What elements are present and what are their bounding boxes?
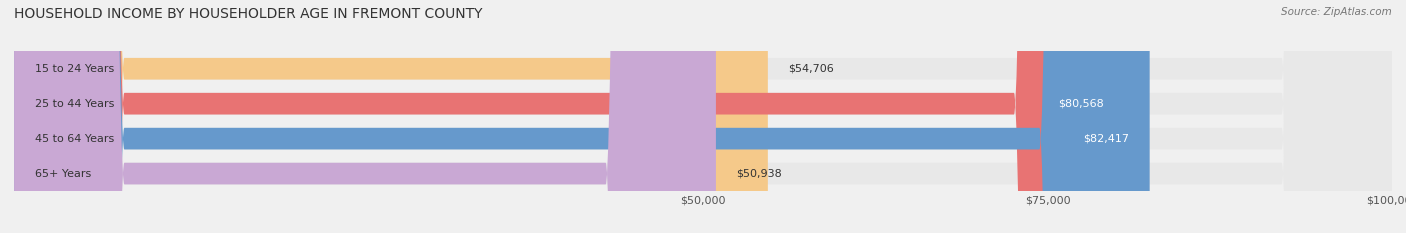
FancyBboxPatch shape [14, 0, 1392, 233]
FancyBboxPatch shape [14, 0, 1392, 233]
FancyBboxPatch shape [14, 0, 1125, 233]
FancyBboxPatch shape [14, 0, 1392, 233]
Text: $80,568: $80,568 [1057, 99, 1104, 109]
FancyBboxPatch shape [14, 0, 1150, 233]
FancyBboxPatch shape [14, 0, 716, 233]
Text: 65+ Years: 65+ Years [35, 169, 91, 178]
Text: 45 to 64 Years: 45 to 64 Years [35, 134, 114, 144]
FancyBboxPatch shape [14, 0, 768, 233]
Text: HOUSEHOLD INCOME BY HOUSEHOLDER AGE IN FREMONT COUNTY: HOUSEHOLD INCOME BY HOUSEHOLDER AGE IN F… [14, 7, 482, 21]
Text: $54,706: $54,706 [789, 64, 834, 74]
Text: $82,417: $82,417 [1083, 134, 1129, 144]
Text: $50,938: $50,938 [737, 169, 782, 178]
Text: 15 to 24 Years: 15 to 24 Years [35, 64, 114, 74]
Text: Source: ZipAtlas.com: Source: ZipAtlas.com [1281, 7, 1392, 17]
FancyBboxPatch shape [14, 0, 1392, 233]
Text: 25 to 44 Years: 25 to 44 Years [35, 99, 114, 109]
